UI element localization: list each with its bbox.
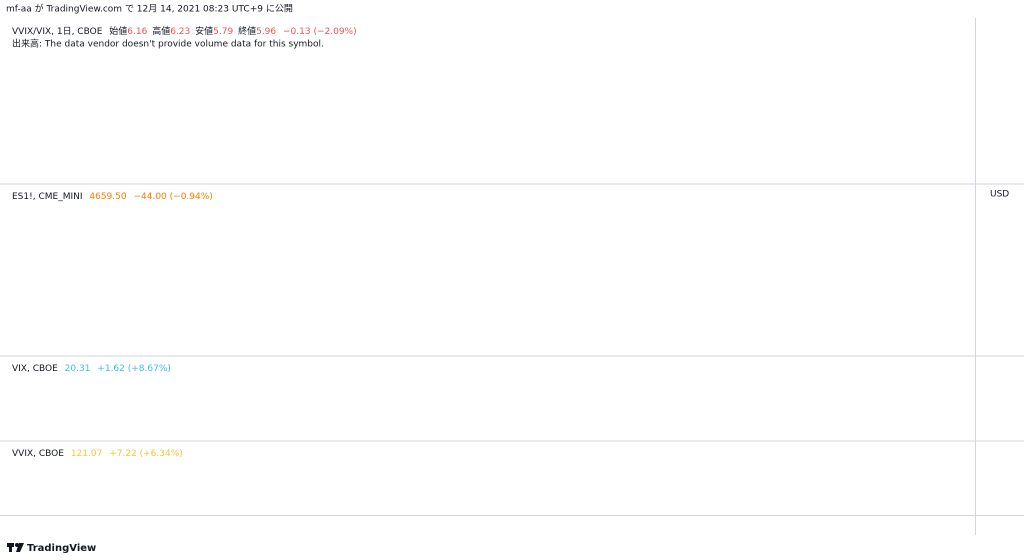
volume-note: 出来高: The data vendor doesn't provide vol… (12, 38, 324, 50)
ohlc-value: 6.16 (127, 27, 147, 37)
ohlc-value: 6.23 (170, 27, 190, 37)
change: +7.22 (+6.34%) (109, 449, 183, 459)
symbol-name: VIX, CBOE (12, 364, 58, 374)
ohlc-label: 安値 (195, 25, 213, 37)
ohlc-value: 5.96 (256, 27, 276, 37)
last-value: 4659.50 (89, 192, 126, 202)
brand-logo (7, 543, 24, 552)
symbol-name: VVIX/VIX, 1日, CBOE (12, 26, 103, 37)
pane-legend: VVIX/VIX, 1日, CBOE 始値6.16 高値6.23 安値5.79 … (12, 25, 357, 37)
ohlc-label: 終値 (238, 25, 256, 37)
last-value: 121.07 (71, 449, 103, 459)
symbol-name: ES1!, CME_MINI (12, 192, 83, 202)
ohlc-value: 5.79 (213, 27, 233, 37)
symbol-name: VVIX, CBOE (12, 449, 64, 459)
change: −0.13 (−2.09%) (283, 27, 357, 37)
change: +1.62 (+8.67%) (97, 364, 171, 374)
publish-info: mf-aa が TradingView.com で 12月 14, 2021 0… (6, 3, 293, 15)
change: −44.00 (−0.94%) (133, 192, 212, 202)
last-value: 20.31 (65, 364, 91, 374)
pane-legend: ES1!, CME_MINI 4659.50 −44.00 (−0.94%) (12, 192, 213, 202)
brand: TradingView (27, 543, 96, 554)
pane-legend: VIX, CBOE 20.31 +1.62 (+8.67%) (12, 364, 171, 374)
ohlc-label: 高値 (152, 25, 170, 37)
ohlc-label: 始値 (109, 25, 127, 37)
pane-legend: VVIX, CBOE 121.07 +7.22 (+6.34%) (12, 449, 183, 459)
currency: USD (990, 190, 1009, 200)
